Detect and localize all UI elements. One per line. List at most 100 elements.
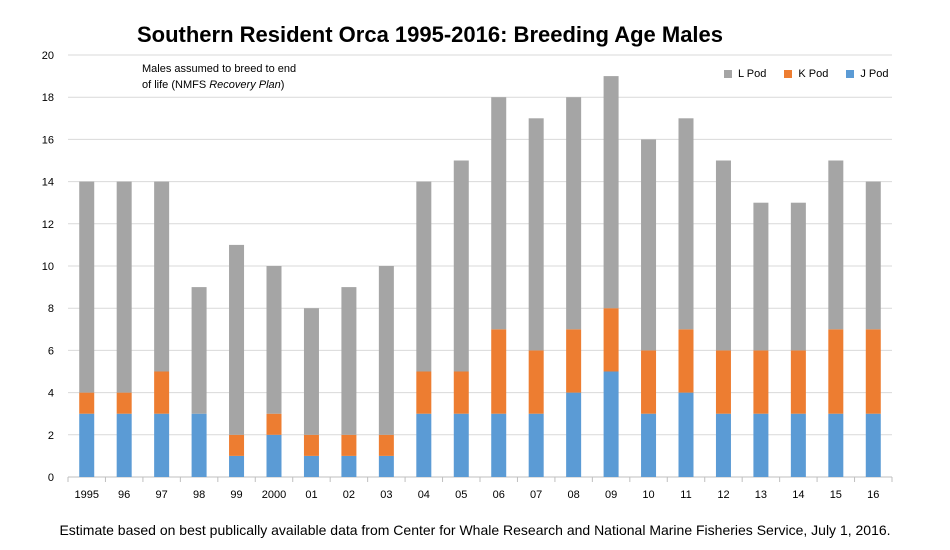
bar-l-pod [154, 181, 170, 372]
bar-j-pod [303, 455, 319, 477]
bar-j-pod [154, 413, 170, 477]
bar-l-pod [753, 202, 769, 351]
x-tick-label: 05 [455, 489, 467, 501]
chart-title: Southern Resident Orca 1995-2016: Breedi… [136, 22, 724, 47]
bar-l-pod [266, 266, 282, 414]
x-tick-label: 09 [605, 489, 617, 501]
bar-l-pod [828, 160, 844, 330]
legend-swatch-l-pod [724, 70, 732, 78]
bar-j-pod [491, 413, 507, 477]
bar-l-pod [453, 160, 469, 372]
x-tick-label: 03 [380, 489, 392, 501]
bar-l-pod [603, 76, 619, 309]
bar-l-pod [303, 308, 319, 435]
y-tick-label: 14 [42, 177, 54, 189]
y-tick-label: 8 [48, 303, 54, 315]
x-tick-label: 16 [867, 489, 879, 501]
annotation-line-2-suffix: ) [280, 79, 285, 91]
bar-l-pod [865, 181, 881, 330]
bar-j-pod [453, 413, 469, 477]
bar-k-pod [715, 350, 731, 414]
x-tick-label: 01 [305, 489, 317, 501]
y-tick-label: 12 [42, 219, 54, 231]
x-tick-label: 97 [156, 489, 168, 501]
bar-k-pod [453, 371, 469, 414]
bar-k-pod [603, 308, 619, 372]
bar-j-pod [678, 392, 694, 477]
bar-l-pod [715, 160, 731, 351]
bar-l-pod [528, 118, 544, 351]
bar-k-pod [491, 329, 507, 414]
bar-j-pod [753, 413, 769, 477]
legend-swatch-j-pod [846, 70, 855, 78]
x-tick-label: 1995 [74, 489, 98, 501]
bar-k-pod [828, 329, 844, 414]
bar-l-pod [416, 181, 432, 372]
x-tick-label: 10 [642, 489, 654, 501]
x-tick-label: 13 [755, 489, 767, 501]
bar-j-pod [641, 413, 657, 477]
bar-k-pod [865, 329, 881, 414]
legend-item-l-pod: L Pod [724, 68, 766, 80]
bar-k-pod [753, 350, 769, 414]
bar-j-pod [229, 455, 245, 477]
bar-l-pod [191, 287, 207, 414]
x-tick-label: 06 [493, 489, 505, 501]
bar-j-pod [828, 413, 844, 477]
bar-k-pod [116, 392, 132, 414]
annotation-line-1: Males assumed to breed to end [142, 63, 297, 75]
bar-l-pod [79, 181, 95, 393]
y-tick-label: 4 [48, 388, 54, 400]
bar-k-pod [378, 434, 394, 456]
bar-j-pod [191, 413, 207, 477]
bar-k-pod [154, 371, 170, 414]
bar-k-pod [790, 350, 806, 414]
bar-l-pod [678, 118, 694, 330]
bar-l-pod [341, 287, 357, 435]
bar-k-pod [266, 413, 282, 435]
bar-l-pod [491, 97, 507, 330]
y-tick-label: 6 [48, 345, 54, 357]
x-tick-label: 02 [343, 489, 355, 501]
x-tick-label: 14 [792, 489, 804, 501]
x-tick-label: 04 [418, 489, 430, 501]
bar-j-pod [528, 413, 544, 477]
x-tick-label: 12 [717, 489, 729, 501]
bar-k-pod [79, 392, 95, 414]
bar-l-pod [229, 244, 245, 435]
y-tick-label: 20 [42, 50, 54, 62]
bar-j-pod [603, 371, 619, 477]
x-tick-label: 99 [230, 489, 242, 501]
annotation-line-2-italic: Recovery Plan [209, 79, 281, 91]
bar-j-pod [715, 413, 731, 477]
bar-k-pod [641, 350, 657, 414]
bar-j-pod [266, 434, 282, 477]
bar-j-pod [79, 413, 95, 477]
x-tick-label: 07 [530, 489, 542, 501]
x-tick-label: 11 [680, 489, 691, 501]
x-tick-label: 98 [193, 489, 205, 501]
bar-j-pod [341, 455, 357, 477]
bar-j-pod [116, 413, 132, 477]
legend-item-k-pod: K Pod [784, 68, 828, 80]
legend-swatch-k-pod [784, 70, 793, 78]
bar-k-pod [566, 329, 582, 393]
chart-legend: L Pod K Pod J Pod [724, 68, 906, 80]
bar-l-pod [790, 202, 806, 351]
bar-l-pod [566, 97, 582, 330]
bar-l-pod [378, 266, 394, 435]
y-tick-label: 16 [42, 134, 54, 146]
legend-item-j-pod: J Pod [846, 68, 888, 80]
legend-label-l-pod: L Pod [738, 68, 767, 80]
bar-l-pod [641, 139, 657, 351]
annotation-line-2-prefix: of life (NMFS [142, 79, 210, 91]
bar-l-pod [116, 181, 132, 393]
y-tick-label: 2 [48, 430, 54, 442]
bar-k-pod [341, 434, 357, 456]
x-tick-label: 08 [568, 489, 580, 501]
y-tick-label: 18 [42, 92, 54, 104]
bar-k-pod [528, 350, 544, 414]
y-tick-label: 0 [48, 472, 54, 484]
legend-label-j-pod: J Pod [860, 68, 889, 80]
